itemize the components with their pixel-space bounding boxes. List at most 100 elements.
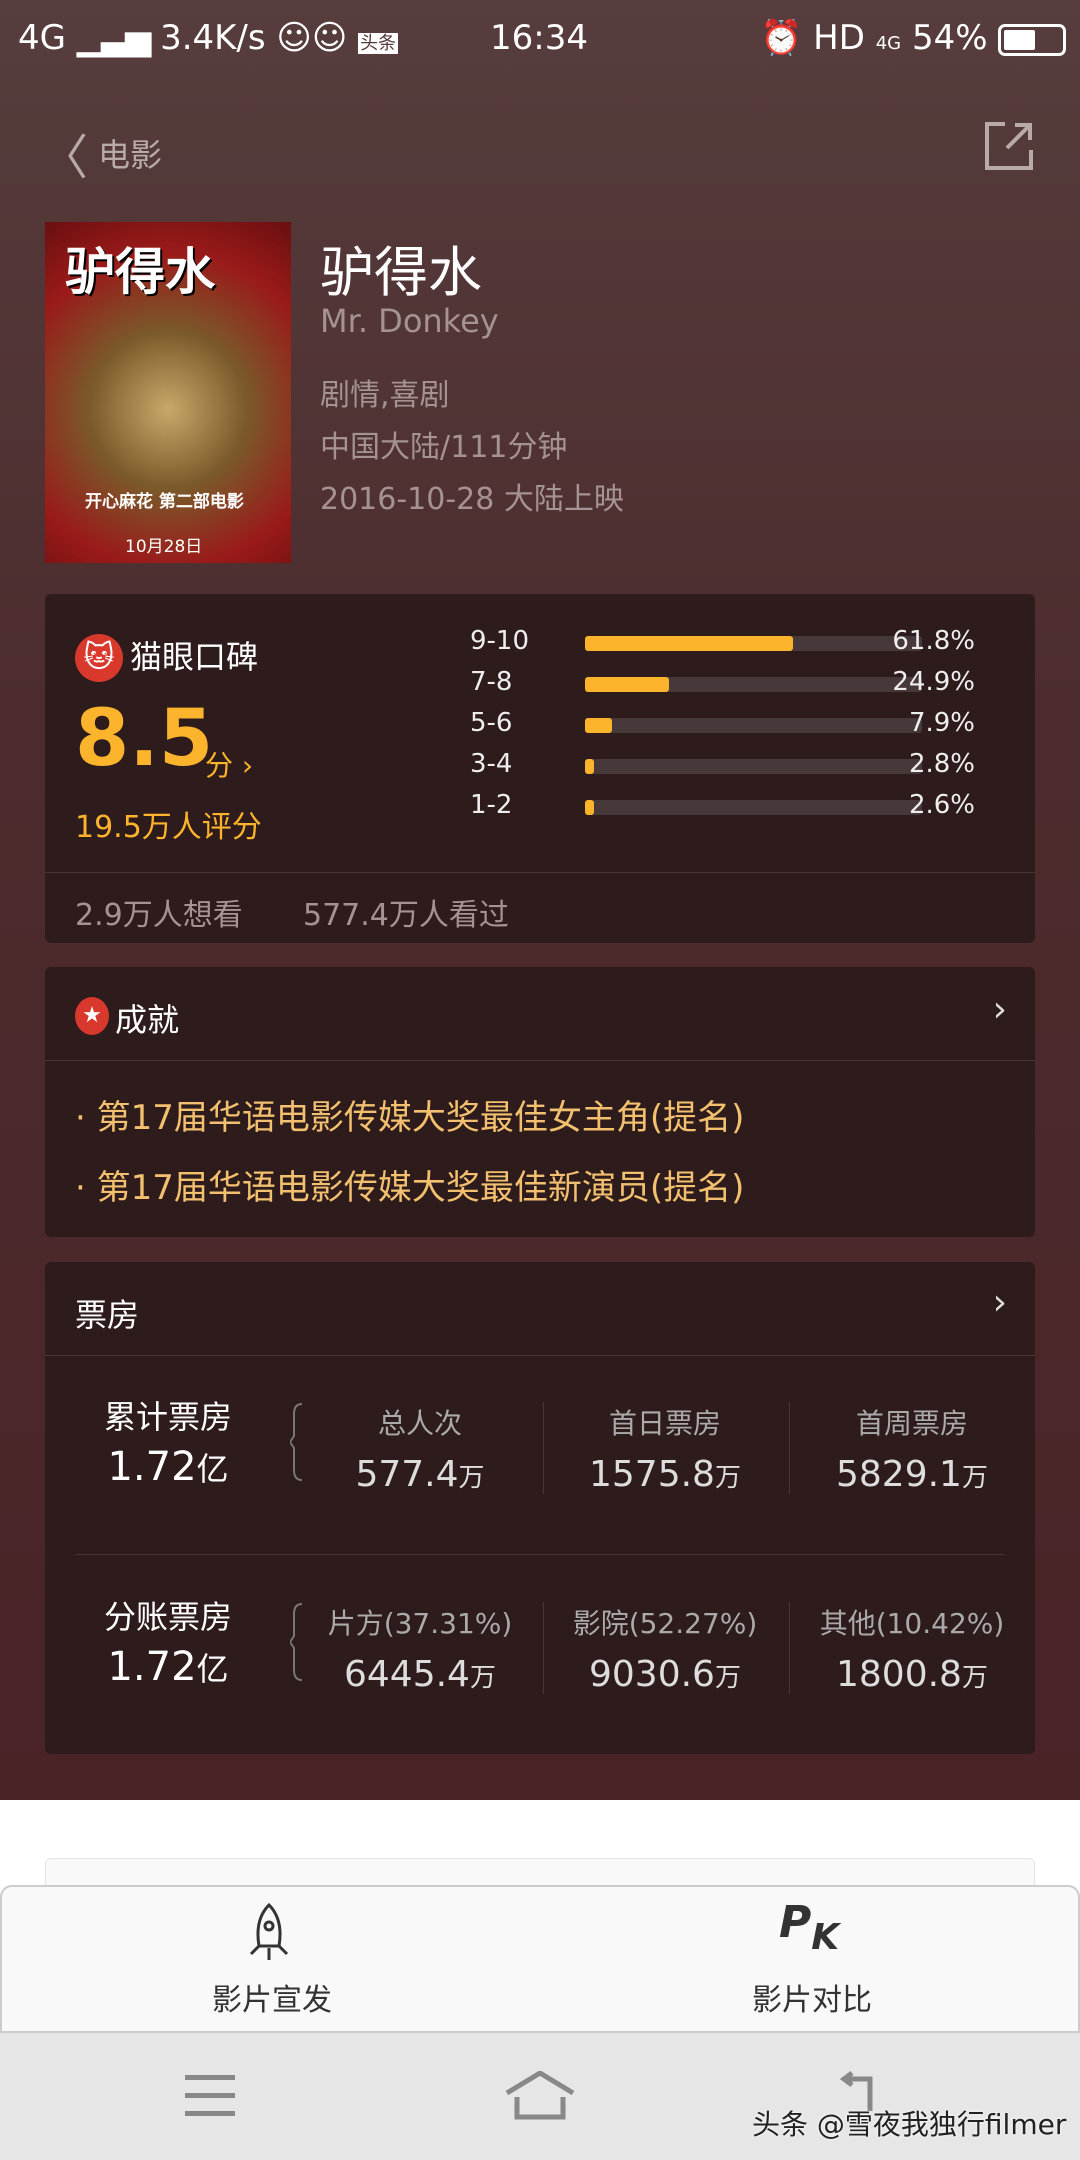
- achievement-item: · 第17届华语电影传媒大奖最佳女主角(提名): [75, 1098, 745, 1138]
- poster-title: 驴得水: [65, 243, 215, 301]
- chevron-right-icon[interactable]: ›: [992, 1282, 1007, 1323]
- rating-range-label: 9-10: [470, 626, 530, 656]
- watermark: 头条 @雪夜我独行filmer: [752, 2108, 1067, 2141]
- pk-k: K: [811, 1917, 840, 1958]
- stat-value: 5829.1万: [797, 1454, 1027, 1495]
- stat-number: 577.4: [355, 1454, 459, 1495]
- stat-number: 1575.8: [589, 1454, 715, 1495]
- compare-button[interactable]: PK 影片对比: [542, 1887, 1080, 2033]
- box-office-stat: 总人次 577.4万: [305, 1402, 535, 1495]
- rating-percent: 7.9%: [908, 708, 975, 738]
- want-to-see: 2.9万人想看: [75, 898, 243, 933]
- value-unit: 亿: [196, 1650, 229, 1688]
- stat-unit: 万: [714, 1463, 741, 1493]
- brace-icon: [288, 1402, 306, 1486]
- rating-range-label: 1-2: [470, 790, 513, 820]
- release-date: 2016-10-28 大陆上映: [320, 482, 624, 517]
- home-icon[interactable]: [505, 2070, 575, 2125]
- box-office-total: 累计票房 1.72亿: [53, 1392, 283, 1490]
- achievements-title: 成就: [115, 1001, 180, 1039]
- value-number: 1.72: [107, 1444, 197, 1490]
- box-office-stat: 影院(52.27%) 9030.6万: [550, 1602, 780, 1695]
- stat-label: 影院(52.27%): [572, 1607, 758, 1640]
- maoyan-cat-icon: 🐱: [75, 634, 123, 682]
- box-office-stat: 其他(10.42%) 1800.8万: [797, 1602, 1027, 1695]
- rating-range-label: 5-6: [470, 708, 513, 738]
- box-office-stat: 片方(37.31%) 6445.4万: [305, 1602, 535, 1695]
- score-unit: 分: [205, 749, 234, 782]
- stat-label: 片方(37.31%): [327, 1607, 513, 1640]
- divider: [75, 1554, 1005, 1555]
- rating-bar-track: [585, 636, 922, 651]
- net-speed: 3.4K/s: [160, 18, 266, 58]
- poster-date: 10月28日: [125, 537, 203, 557]
- stat-label: 其他(10.42%): [819, 1607, 1005, 1640]
- box-office-total-label: 累计票房: [103, 1398, 232, 1436]
- stat-value: 6445.4万: [305, 1654, 535, 1695]
- battery-icon: [998, 23, 1067, 56]
- stat-number: 5829.1: [836, 1454, 962, 1495]
- chevron-right-icon[interactable]: ›: [992, 989, 1007, 1030]
- back-nav-icon[interactable]: [839, 2071, 880, 2125]
- rating-bar-track: [585, 800, 922, 815]
- stat-value: 1575.8万: [550, 1454, 780, 1495]
- menu-icon[interactable]: [185, 2075, 235, 2116]
- divider: [45, 1060, 1035, 1061]
- value-unit: 亿: [196, 1450, 229, 1488]
- rating-bar-track: [585, 718, 922, 733]
- toutiao-icon: 头条: [358, 33, 399, 54]
- rocket-icon: [247, 1902, 291, 1966]
- stat-label: 首日票房: [608, 1407, 721, 1440]
- stat-value: 1800.8万: [797, 1654, 1027, 1695]
- box-office-split-label: 分账票房: [103, 1598, 232, 1636]
- rating-range-label: 7-8: [470, 667, 513, 697]
- share-icon[interactable]: [983, 120, 1035, 172]
- rating-card[interactable]: 🐱 猫眼口碑 8.5 分 › 19.5万人评分 9-10 61.8% 7-8 24…: [45, 594, 1035, 943]
- rating-bar-fill: [585, 800, 594, 815]
- back-label: 电影: [98, 136, 163, 174]
- genres: 剧情,喜剧: [320, 378, 450, 413]
- box-office-title: 票房: [75, 1296, 140, 1334]
- stat-label: 首周票房: [855, 1407, 968, 1440]
- stat-unit: 万: [714, 1663, 741, 1693]
- clock: 16:34: [490, 18, 588, 58]
- divider: [45, 872, 1035, 873]
- medal-icon: ★: [75, 997, 109, 1035]
- stat-value: 577.4万: [305, 1454, 535, 1495]
- promotion-button[interactable]: 影片宣发: [2, 1887, 542, 2033]
- rating-bar-fill: [585, 677, 669, 692]
- back-button[interactable]: 〈电影: [40, 118, 162, 188]
- stat-unit: 万: [961, 1663, 988, 1693]
- chevron-left-icon: 〈: [40, 130, 89, 186]
- box-office-card[interactable]: 票房 › 累计票房 1.72亿 总人次 577.4万 首日票房 1575.8万 …: [45, 1262, 1035, 1754]
- rating-count: 19.5万人评分: [75, 810, 262, 845]
- value-number: 1.72: [107, 1644, 197, 1690]
- rating-percent: 61.8%: [892, 626, 975, 656]
- divider: [543, 1402, 544, 1494]
- hd-label: HD: [813, 18, 865, 58]
- region-duration: 中国大陆/111分钟: [320, 430, 568, 465]
- alarm-icon: ⏰: [760, 18, 803, 58]
- achievements-card[interactable]: ★ 成就 › · 第17届华语电影传媒大奖最佳女主角(提名) · 第17届华语电…: [45, 967, 1035, 1237]
- compare-label: 影片对比: [752, 1983, 872, 2018]
- stat-unit: 万: [469, 1663, 496, 1693]
- pk-p: P: [779, 1897, 812, 1948]
- poster-subtitle: 开心麻花 第二部电影: [85, 492, 244, 512]
- stat-unit: 万: [458, 1463, 485, 1493]
- chevron-right-icon: ›: [233, 749, 254, 782]
- divider: [45, 1355, 1035, 1356]
- stat-number: 1800.8: [836, 1654, 962, 1695]
- rating-bar-track: [585, 759, 922, 774]
- score-link[interactable]: 分 ›: [205, 744, 253, 784]
- app-notification-icon: ☺☺: [276, 18, 348, 58]
- rating-percent: 2.6%: [908, 790, 975, 820]
- achievement-item: · 第17届华语电影传媒大奖最佳新演员(提名): [75, 1168, 745, 1208]
- rating-bar-fill: [585, 636, 794, 651]
- rating-percent: 2.8%: [908, 749, 975, 779]
- rating-bar-fill: [585, 759, 595, 774]
- achievement-text: 第17届华语电影传媒大奖最佳新演员(提名): [96, 1168, 745, 1208]
- box-office-stat: 首周票房 5829.1万: [797, 1402, 1027, 1495]
- battery-percent: 54%: [911, 18, 988, 58]
- system-nav-bar: 头条 @雪夜我独行filmer: [0, 2033, 1080, 2160]
- movie-poster[interactable]: 驴得水 开心麻花 第二部电影 10月28日: [45, 222, 291, 563]
